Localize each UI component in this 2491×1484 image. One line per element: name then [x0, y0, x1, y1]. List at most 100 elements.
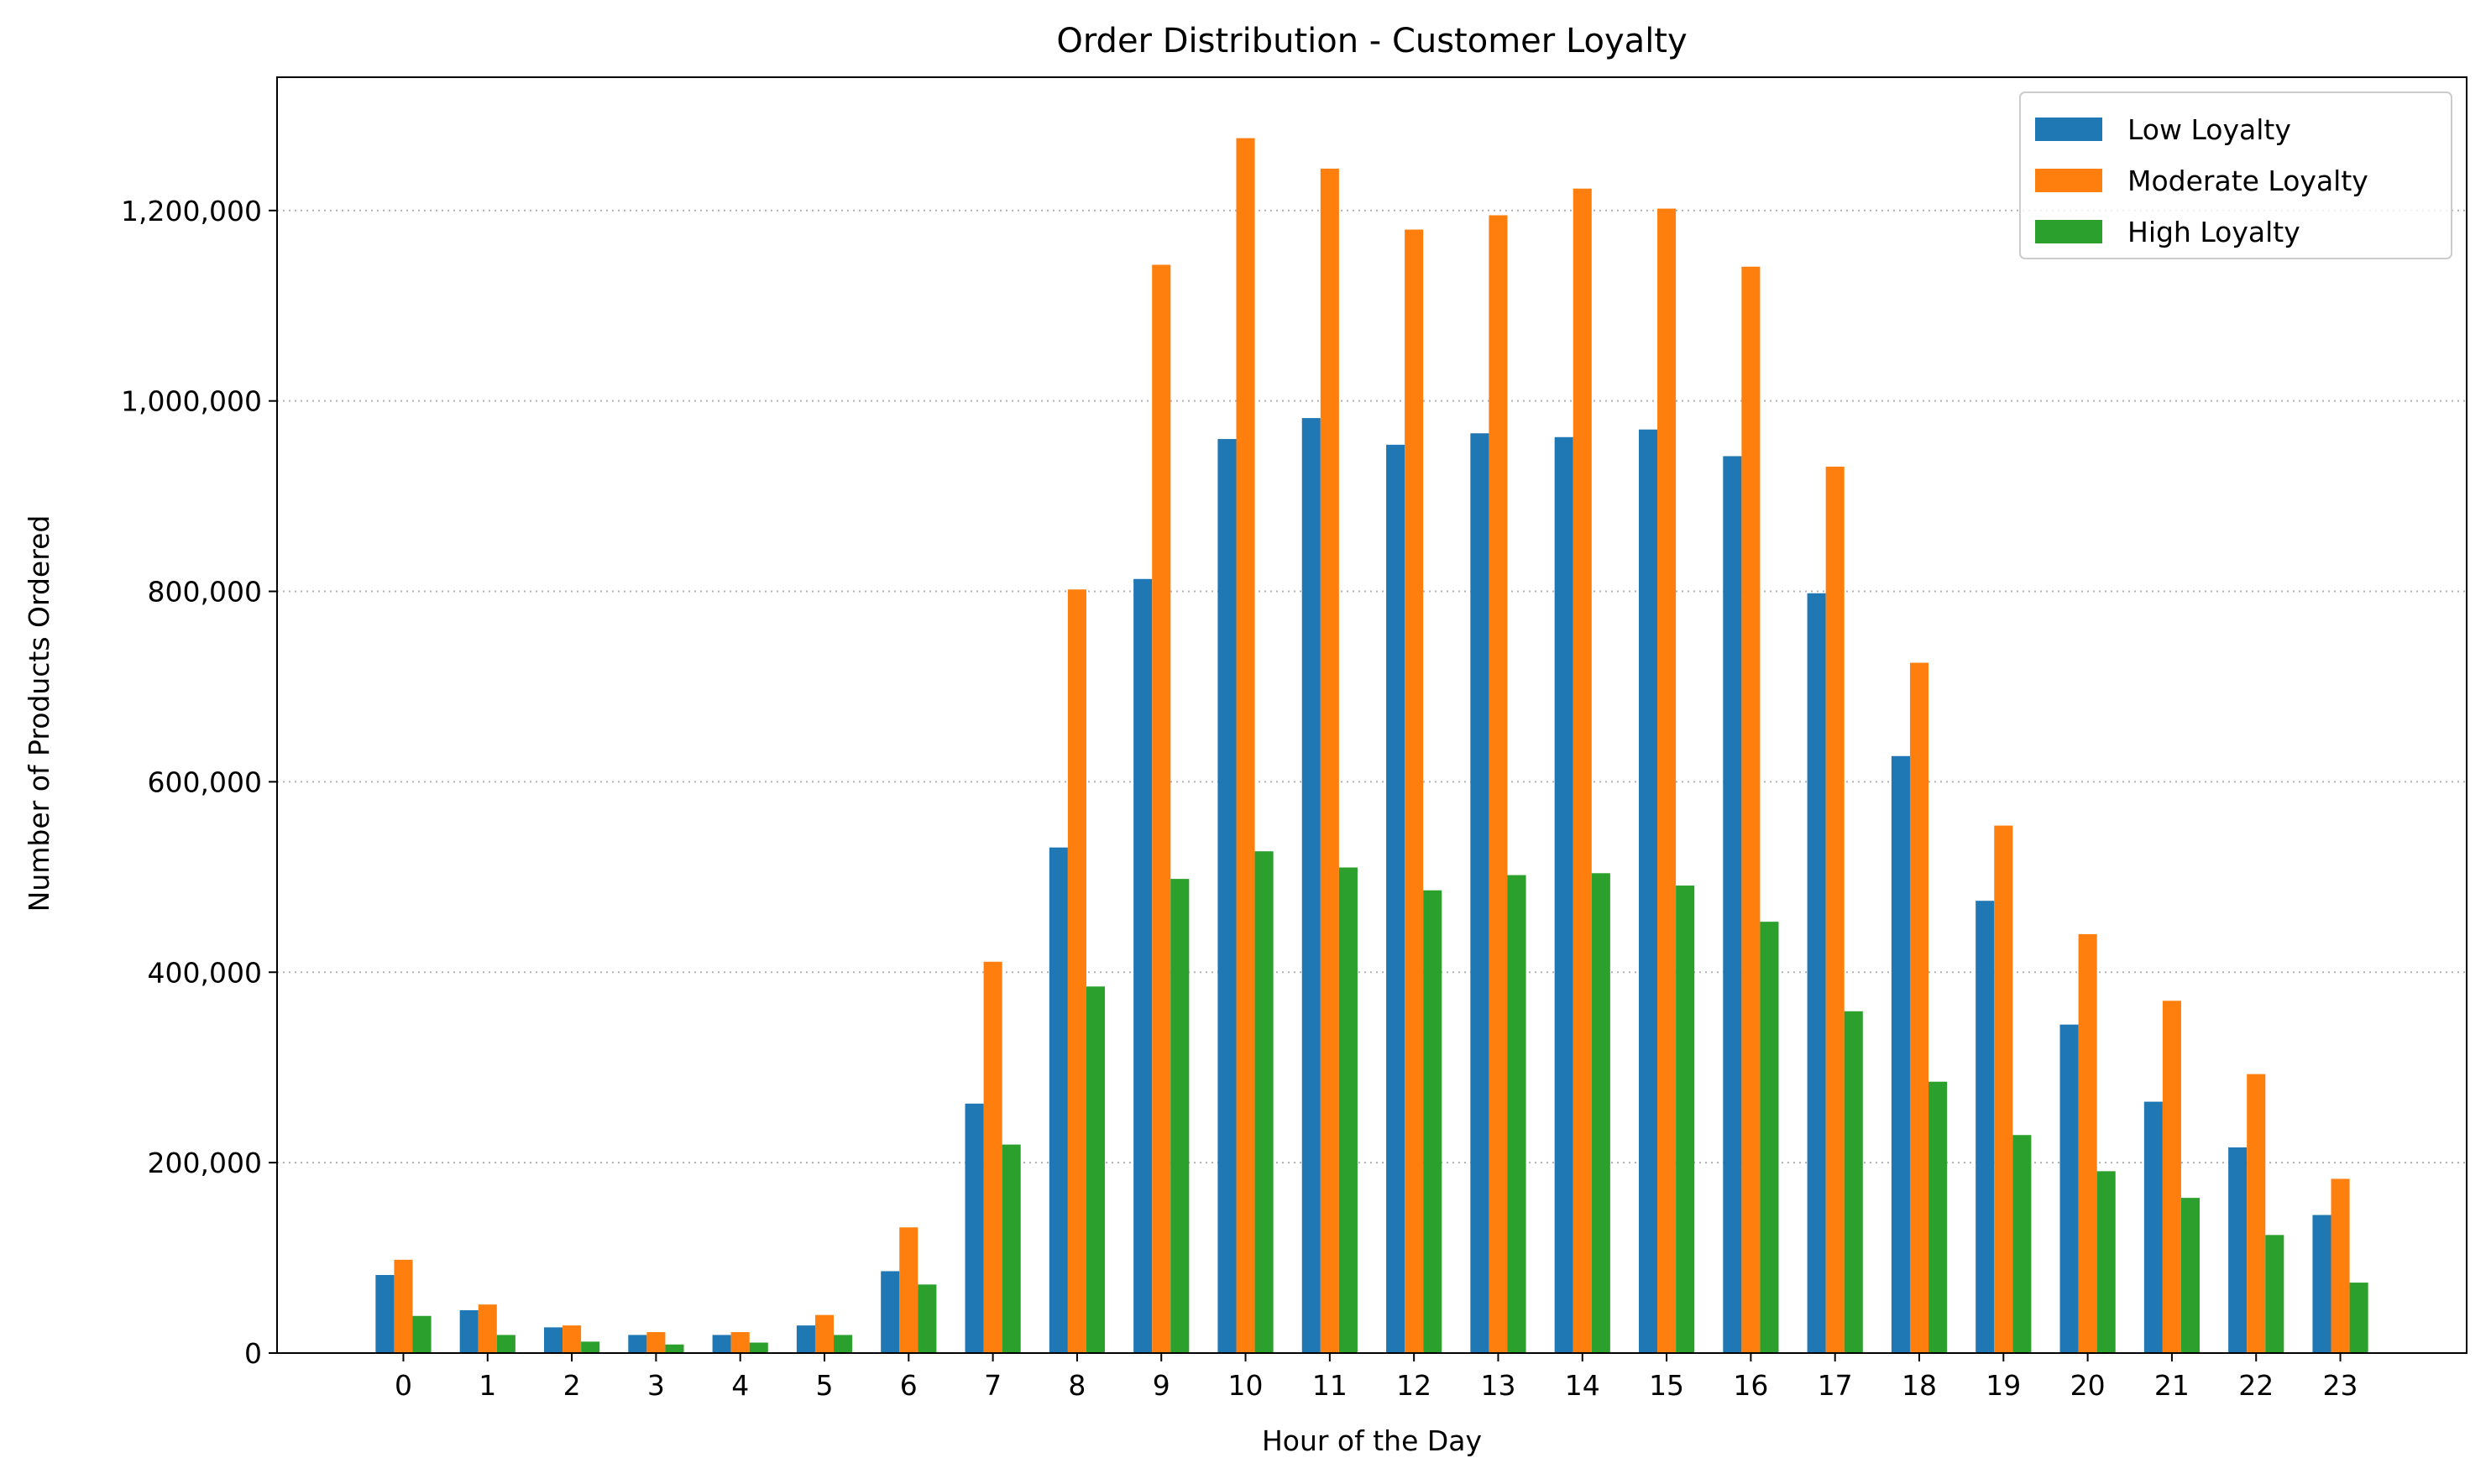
bar-low-loyalty [965, 1103, 984, 1353]
bar-high-loyalty [1338, 867, 1358, 1353]
bar-low-loyalty [881, 1271, 900, 1353]
y-axis-label: Number of Products Ordered [23, 515, 55, 912]
x-tick-label: 2 [563, 1369, 581, 1402]
bar-high-loyalty [1928, 1081, 1948, 1353]
bar-high-loyalty [2096, 1171, 2116, 1353]
bar-low-loyalty [1638, 429, 1658, 1353]
legend-label: Moderate Loyalty [2127, 165, 2368, 197]
bar-low-loyalty [2228, 1147, 2248, 1353]
bar-moderate-loyalty [646, 1332, 666, 1353]
legend-swatch [2035, 220, 2102, 243]
y-tick-label: 200,000 [148, 1147, 262, 1179]
bar-high-loyalty [412, 1315, 432, 1353]
bar-low-loyalty [1976, 901, 1995, 1353]
bar-high-loyalty [749, 1342, 768, 1353]
bar-high-loyalty [1254, 851, 1274, 1353]
bar-low-loyalty [628, 1335, 647, 1353]
bar-moderate-loyalty [983, 961, 1002, 1353]
bar-moderate-loyalty [2078, 933, 2097, 1353]
x-tick-label: 17 [1818, 1369, 1853, 1402]
bar-moderate-loyalty [1489, 215, 1508, 1354]
bar-low-loyalty [2059, 1024, 2079, 1353]
bar-high-loyalty [581, 1341, 600, 1353]
bar-high-loyalty [2265, 1235, 2284, 1353]
x-tick-label: 22 [2238, 1369, 2274, 1402]
bar-high-loyalty [918, 1284, 937, 1353]
bar-low-loyalty [1386, 444, 1405, 1353]
bar-moderate-loyalty [478, 1304, 497, 1353]
bar-low-loyalty [796, 1325, 815, 1353]
bar-moderate-loyalty [1994, 825, 2013, 1353]
x-tick-label: 9 [1153, 1369, 1170, 1402]
bar-moderate-loyalty [394, 1259, 413, 1353]
bar-moderate-loyalty [563, 1325, 582, 1353]
bar-moderate-loyalty [2331, 1178, 2350, 1353]
y-axis-ticks: 0 200,000 400,000 600,000 800,000 1,000,000 1,… [121, 195, 277, 1370]
bar-high-loyalty [1423, 890, 1442, 1353]
chart-title: Order Distribution - Customer Loyalty [1056, 22, 1687, 60]
y-tick-label: 600,000 [148, 766, 262, 798]
x-tick-label: 19 [1986, 1369, 2021, 1402]
bar-low-loyalty [1217, 439, 1237, 1353]
x-tick-label: 6 [900, 1369, 918, 1402]
x-tick-label: 10 [1228, 1369, 1264, 1402]
bar-moderate-loyalty [899, 1227, 918, 1353]
bar-low-loyalty [459, 1309, 479, 1353]
bar-high-loyalty [2349, 1283, 2368, 1353]
x-axis-ticks: 0 1 2 3 4 5 6 7 8 9 10 11 12 13 14 15 16 17 18 19 20 21 22 23 [395, 1353, 2358, 1402]
y-tick-label: 800,000 [148, 576, 262, 609]
bar-high-loyalty [496, 1335, 515, 1353]
x-tick-label: 8 [1068, 1369, 1086, 1402]
plot-frame [276, 76, 2467, 1354]
bar-low-loyalty [1807, 593, 1826, 1353]
bar-high-loyalty [1844, 1011, 1863, 1353]
bar-moderate-loyalty [1657, 208, 1677, 1353]
y-tick-label: 0 [244, 1337, 262, 1370]
bar-low-loyalty [1049, 847, 1068, 1353]
bar-moderate-loyalty [1741, 266, 1761, 1354]
x-tick-label: 7 [984, 1369, 1002, 1402]
bar-moderate-loyalty [1573, 188, 1592, 1353]
bar-moderate-loyalty [1320, 168, 1339, 1354]
bar-moderate-loyalty [2162, 1001, 2181, 1353]
y-tick-label: 1,200,000 [121, 195, 262, 227]
bar-moderate-loyalty [1236, 138, 1255, 1353]
x-tick-label: 18 [1902, 1369, 1937, 1402]
bar-moderate-loyalty [1825, 466, 1845, 1353]
bar-high-loyalty [665, 1344, 684, 1353]
legend-swatch [2035, 118, 2102, 141]
bar-high-loyalty [2012, 1135, 2032, 1353]
bar-moderate-loyalty [1405, 229, 1424, 1353]
bar-high-loyalty [1507, 875, 1526, 1353]
x-tick-label: 14 [1565, 1369, 1600, 1402]
x-tick-label: 4 [731, 1369, 749, 1402]
bar-low-loyalty [543, 1327, 563, 1353]
bar-moderate-loyalty [2247, 1074, 2266, 1353]
bar-high-loyalty [1086, 986, 1106, 1353]
x-tick-label: 16 [1733, 1369, 1768, 1402]
bar-low-loyalty [375, 1274, 395, 1353]
bar-high-loyalty [1002, 1144, 1021, 1353]
bar-moderate-loyalty [730, 1332, 750, 1353]
bar-moderate-loyalty [1152, 264, 1171, 1354]
x-tick-label: 11 [1312, 1369, 1348, 1402]
gridlines [277, 209, 2467, 1164]
x-tick-label: 15 [1649, 1369, 1684, 1402]
x-tick-label: 3 [647, 1369, 665, 1402]
x-tick-label: 20 [2070, 1369, 2106, 1402]
x-tick-label: 13 [1480, 1369, 1515, 1402]
bar-low-loyalty [1891, 755, 1910, 1353]
bar-low-loyalty [1723, 456, 1742, 1354]
y-tick-label: 400,000 [148, 956, 262, 989]
x-tick-label: 12 [1396, 1369, 1431, 1402]
bar-high-loyalty [1676, 886, 1695, 1353]
y-tick-label: 1,000,000 [121, 385, 262, 418]
bars [375, 138, 2368, 1354]
bar-low-loyalty [2312, 1215, 2331, 1353]
x-tick-label: 0 [395, 1369, 412, 1402]
x-tick-label: 23 [2323, 1369, 2358, 1402]
bar-low-loyalty [712, 1335, 731, 1353]
bar-moderate-loyalty [814, 1314, 835, 1353]
x-tick-label: 21 [2154, 1369, 2190, 1402]
